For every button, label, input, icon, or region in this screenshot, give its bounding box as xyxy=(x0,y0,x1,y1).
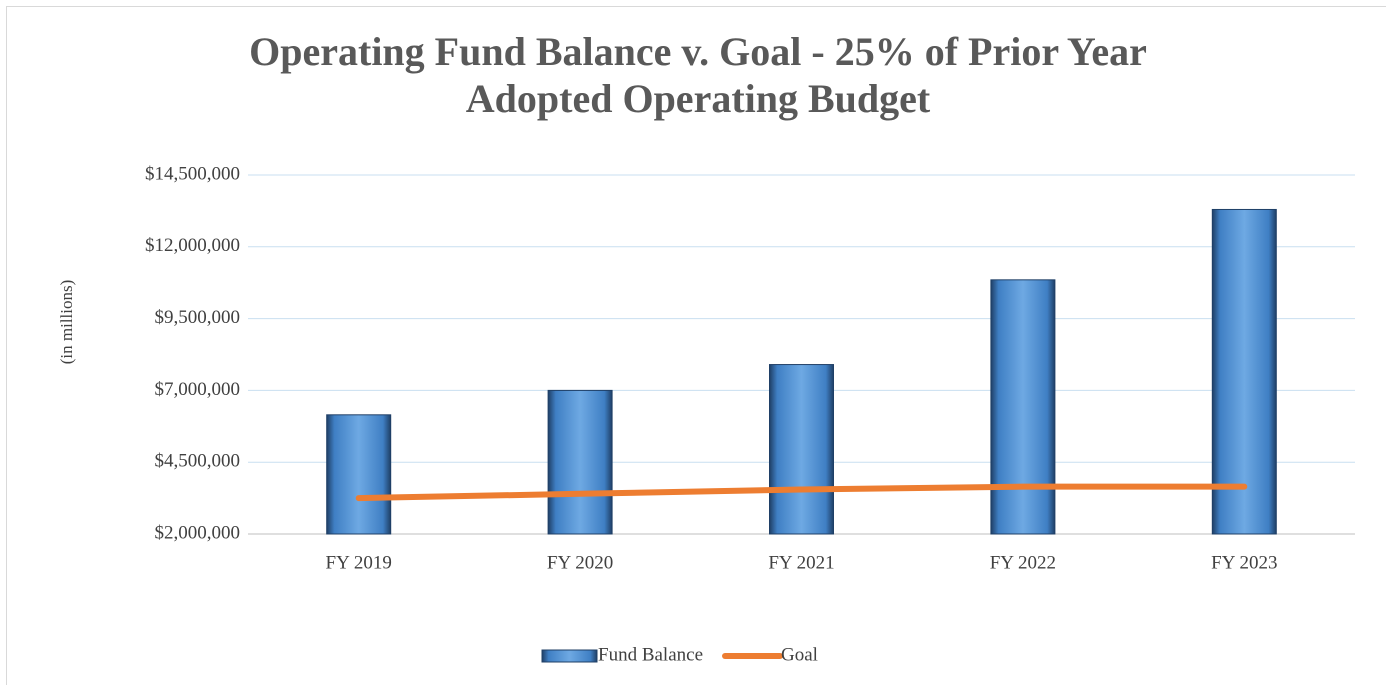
x-tick-label: FY 2021 xyxy=(768,552,834,573)
bar xyxy=(1211,208,1277,535)
y-tick-label: $14,500,000 xyxy=(145,163,240,184)
bar xyxy=(547,389,613,535)
y-tick-label: $9,500,000 xyxy=(155,307,241,328)
y-tick-label: $12,000,000 xyxy=(145,235,240,256)
x-tick-label: FY 2022 xyxy=(990,552,1056,573)
bar xyxy=(769,364,834,535)
legend-label: Goal xyxy=(781,644,818,665)
legend-label: Fund Balance xyxy=(598,644,703,665)
chart-border xyxy=(6,6,1386,685)
y-tick-label: $2,000,000 xyxy=(155,522,241,543)
y-axis-label: (in millions) xyxy=(57,280,76,365)
x-tick-label: FY 2019 xyxy=(326,552,392,573)
bar xyxy=(326,414,392,535)
legend-swatch xyxy=(541,649,598,663)
x-tick-label: FY 2023 xyxy=(1211,552,1277,573)
line xyxy=(355,483,1248,502)
bar xyxy=(990,279,1056,535)
chart-title: Operating Fund Balance v. Goal - 25% of … xyxy=(249,29,1147,121)
x-tick-label: FY 2020 xyxy=(547,552,613,573)
y-tick-label: $7,000,000 xyxy=(155,379,241,400)
y-tick-label: $4,500,000 xyxy=(155,451,241,472)
